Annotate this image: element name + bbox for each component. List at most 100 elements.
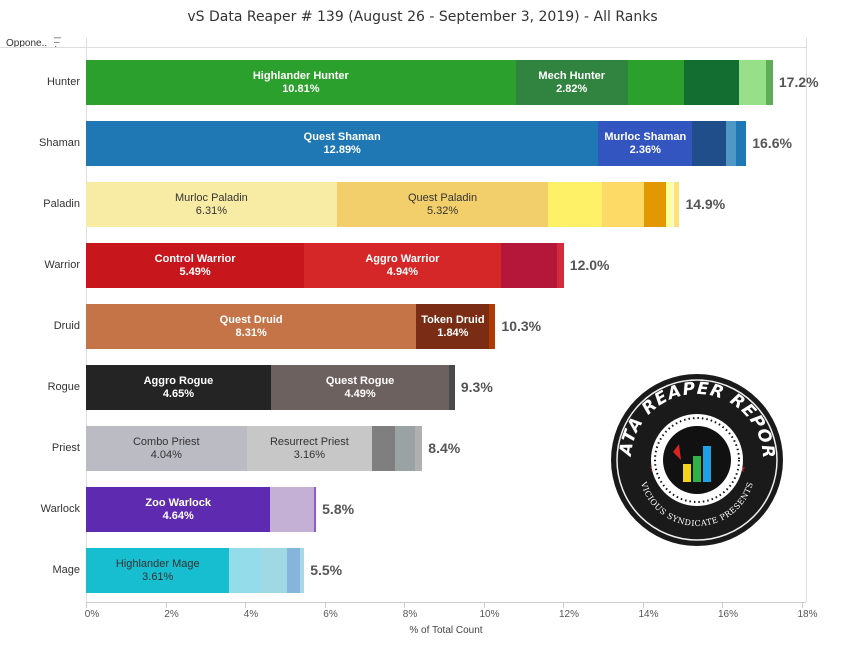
segment-name: Murloc Shaman: [604, 130, 687, 143]
sort-icon[interactable]: ─–·: [54, 33, 62, 52]
bar-segment-other[interactable]: [673, 182, 680, 227]
segment-name: Highlander Hunter: [252, 69, 349, 82]
total-label-rogue: 9.3%: [460, 379, 493, 395]
segment-name: Combo Priest: [132, 435, 200, 448]
bar-segment-resurrect-priest[interactable]: Resurrect Priest 3.16%: [246, 426, 373, 471]
bar-segment-other[interactable]: [726, 121, 737, 166]
bar-segment-other[interactable]: [765, 60, 773, 105]
segment-value: 1.84%: [437, 326, 469, 339]
segment-name: Token Druid: [421, 313, 485, 326]
bar-segment-aggro-rogue[interactable]: Aggro Rogue 4.65%: [86, 365, 271, 410]
segment-value: 5.49%: [179, 265, 211, 278]
bar-segment-other[interactable]: [627, 60, 684, 105]
bar-segment-combo-priest[interactable]: Combo Priest 4.04%: [86, 426, 247, 471]
x-tick: [642, 603, 644, 608]
x-tick-label: 6%: [323, 609, 338, 620]
bar-segment-other[interactable]: [736, 121, 747, 166]
bar-segment-murloc-paladin[interactable]: Murloc Paladin 6.31%: [86, 182, 337, 227]
segment-value: 4.49%: [344, 387, 376, 400]
bar-segment-other[interactable]: [683, 60, 739, 105]
x-tick: [324, 603, 326, 608]
x-tick: [404, 603, 405, 608]
total-label-shaman: 16.6%: [752, 135, 792, 151]
data-reaper-report-logo: DATA REAPER REPORT VICIOUS SYNDICATE PRE…: [609, 372, 783, 546]
segment-name: Quest Rogue: [325, 374, 395, 387]
header-divider: [0, 47, 806, 48]
segment-value: 8.31%: [235, 326, 267, 339]
segment-value: 4.04%: [150, 448, 182, 461]
segment-value: 10.81%: [282, 82, 320, 95]
segment-value: 4.64%: [162, 509, 194, 522]
bar-segment-other[interactable]: [665, 182, 674, 227]
segment-name: Resurrect Priest: [269, 435, 349, 448]
x-axis-title: % of Total Count: [409, 625, 483, 636]
segment-value: 12.89%: [323, 143, 361, 156]
bar-segment-quest-paladin[interactable]: Quest Paladin 5.32%: [336, 182, 549, 227]
bar-segment-other[interactable]: [500, 243, 557, 288]
bar-segment-other[interactable]: [738, 60, 766, 105]
x-axis-line: [86, 602, 806, 603]
segment-value: 5.32%: [426, 204, 459, 217]
x-tick-label: 4%: [243, 609, 259, 620]
segment-name: Aggro Warrior: [365, 252, 440, 265]
bar-segment-other[interactable]: [300, 548, 305, 593]
bar-segment-other[interactable]: [314, 487, 317, 532]
total-label-hunter: 17.2%: [778, 74, 819, 90]
class-label-druid: Druid: [53, 320, 80, 332]
bar-segment-other[interactable]: [449, 365, 455, 410]
plot-right-border: [806, 38, 807, 602]
total-label-druid: 10.3%: [501, 318, 542, 334]
x-tick: [165, 603, 167, 608]
bar-segment-other[interactable]: [395, 426, 416, 471]
bar-segment-quest-druid[interactable]: Quest Druid 8.31%: [86, 304, 417, 349]
bar-segment-quest-rogue[interactable]: Quest Rogue 4.49%: [270, 365, 450, 410]
x-tick-label: 0%: [84, 609, 100, 620]
bar-segment-other[interactable]: [644, 182, 666, 227]
bar-segment-other[interactable]: [270, 487, 315, 532]
bar-segment-other[interactable]: [556, 243, 564, 288]
bar-segment-highlander-hunter[interactable]: Highlander Hunter 10.81%: [86, 60, 516, 105]
class-label-paladin: Paladin: [43, 198, 80, 210]
segment-value: 4.65%: [162, 387, 195, 400]
bar-segment-quest-shaman[interactable]: Quest Shaman 12.89%: [86, 121, 599, 166]
class-label-priest: Priest: [51, 442, 80, 454]
segment-name: Control Warrior: [154, 252, 236, 265]
bar-segment-control-warrior[interactable]: Control Warrior 5.49%: [86, 243, 305, 288]
segment-name: Quest Shaman: [303, 130, 381, 143]
segment-name: Murloc Paladin: [175, 191, 248, 204]
column-header-opponent[interactable]: Oppone..: [6, 38, 48, 49]
total-label-paladin: 14.9%: [685, 196, 726, 212]
bar-segment-murloc-shaman[interactable]: Murloc Shaman 2.36%: [598, 121, 693, 166]
segment-name: Highlander Mage: [115, 557, 200, 570]
total-label-warlock: 5.8%: [322, 501, 355, 517]
chart-title: vS Data Reaper # 139 (August 26 - Septem…: [187, 9, 658, 25]
x-tick: [245, 603, 246, 608]
bar-segment-other[interactable]: [229, 548, 262, 593]
segment-name: Quest Druid: [219, 313, 283, 326]
segment-value: 6.31%: [195, 204, 227, 217]
x-tick: [801, 603, 803, 608]
x-tick-label: 8%: [402, 609, 418, 620]
x-tick-label: 10%: [479, 609, 500, 620]
class-label-hunter: Hunter: [46, 76, 80, 88]
bar-segment-other[interactable]: [548, 182, 603, 227]
bar-segment-aggro-warrior[interactable]: Aggro Warrior 4.94%: [304, 243, 501, 288]
bar-segment-other[interactable]: [287, 548, 301, 593]
segment-value: 2.82%: [556, 82, 588, 95]
bar-segment-highlander-mage[interactable]: Highlander Mage 3.61%: [86, 548, 230, 593]
bar-segment-other[interactable]: [372, 426, 396, 471]
bar-segment-other[interactable]: [602, 182, 645, 227]
bar-segment-other[interactable]: [692, 121, 727, 166]
bar-segment-other[interactable]: [489, 304, 496, 349]
bar-segment-other[interactable]: [261, 548, 288, 593]
bar-segment-mech-hunter[interactable]: Mech Hunter 2.82%: [515, 60, 628, 105]
segment-value: 3.61%: [142, 570, 174, 583]
total-label-priest: 8.4%: [428, 440, 461, 456]
bar-segment-token-druid[interactable]: Token Druid 1.84%: [416, 304, 490, 349]
x-tick-label: 18%: [797, 609, 818, 620]
bar-segment-zoo-warlock[interactable]: Zoo Warlock 4.64%: [86, 487, 271, 532]
x-tick-label: 16%: [717, 609, 738, 620]
bar-segment-other[interactable]: [415, 426, 423, 471]
class-label-rogue: Rogue: [47, 381, 80, 393]
x-tick-label: 14%: [638, 609, 659, 620]
